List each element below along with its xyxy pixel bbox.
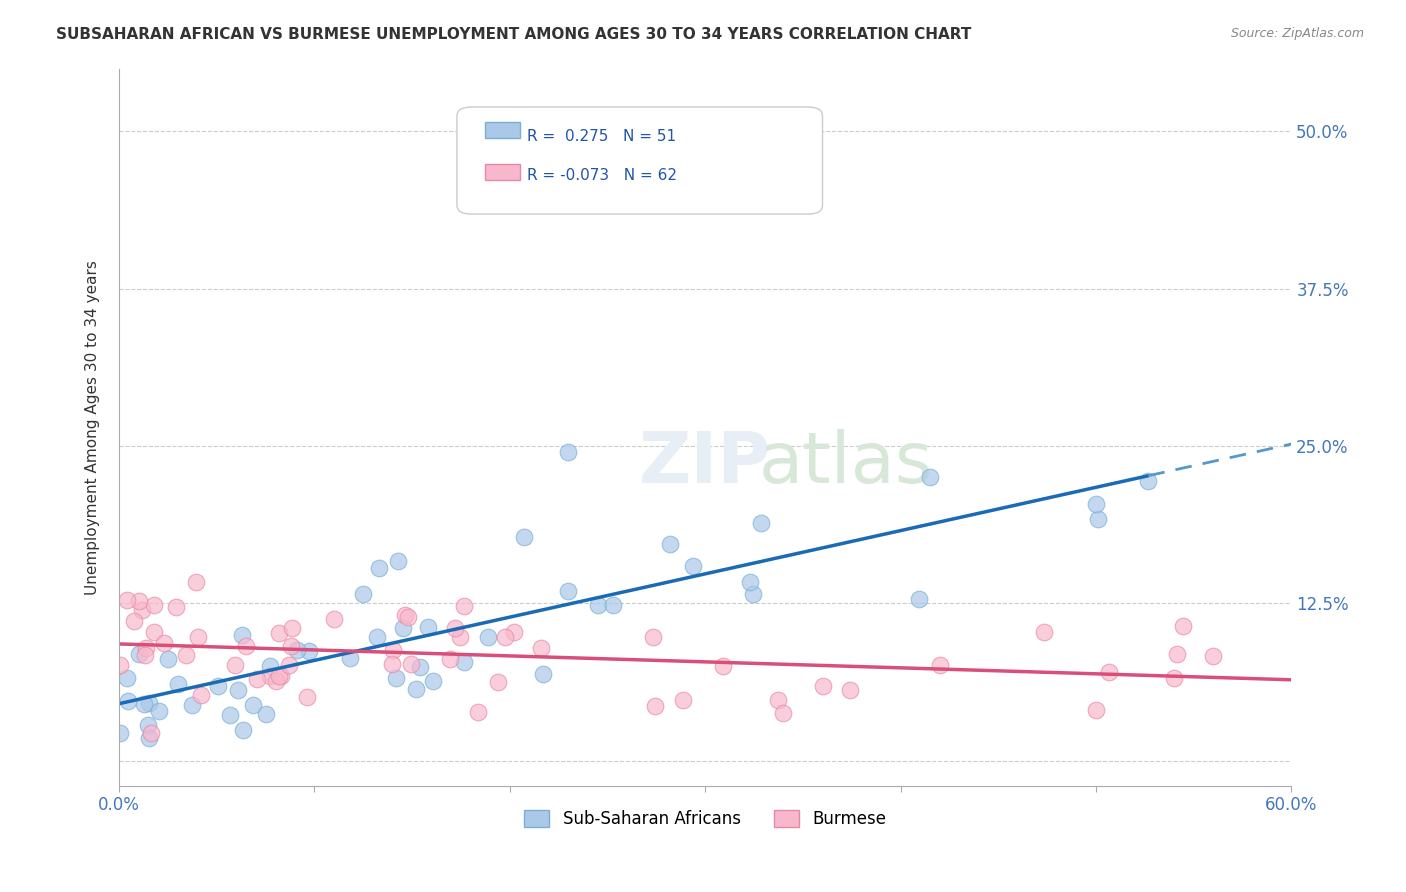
Legend: Sub-Saharan Africans, Burmese: Sub-Saharan Africans, Burmese bbox=[517, 804, 893, 835]
Text: atlas: atlas bbox=[759, 428, 934, 498]
Text: R =  0.275   N = 51: R = 0.275 N = 51 bbox=[527, 129, 676, 145]
Text: Source: ZipAtlas.com: Source: ZipAtlas.com bbox=[1230, 27, 1364, 40]
Y-axis label: Unemployment Among Ages 30 to 34 years: Unemployment Among Ages 30 to 34 years bbox=[86, 260, 100, 595]
Text: SUBSAHARAN AFRICAN VS BURMESE UNEMPLOYMENT AMONG AGES 30 TO 34 YEARS CORRELATION: SUBSAHARAN AFRICAN VS BURMESE UNEMPLOYME… bbox=[56, 27, 972, 42]
Text: R = -0.073   N = 62: R = -0.073 N = 62 bbox=[527, 168, 678, 183]
Text: ZIP: ZIP bbox=[640, 428, 772, 498]
